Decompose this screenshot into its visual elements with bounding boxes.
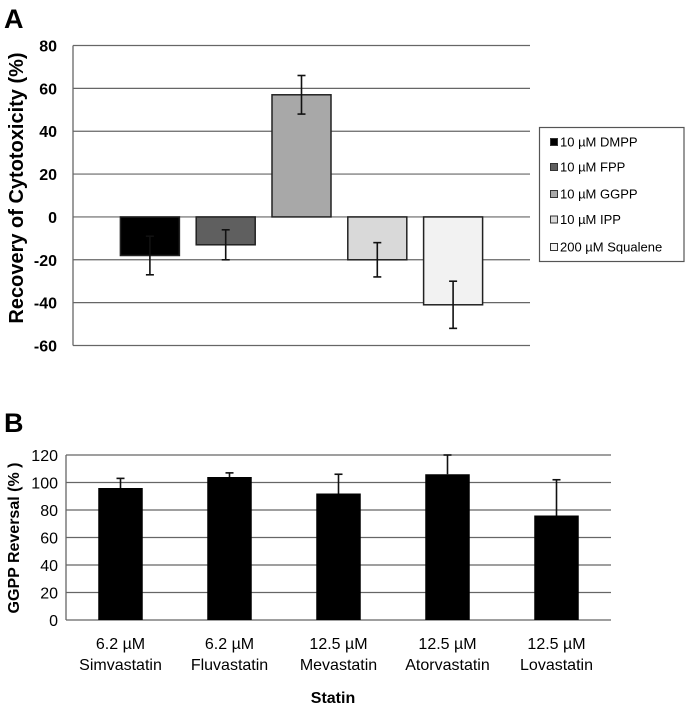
panel-b-letter: B: [4, 408, 24, 438]
y-tick-label: 40: [39, 124, 57, 141]
panel-b-y-axis-label: GGPP Reversal (% ): [6, 463, 23, 614]
panel-b-x-tick-labels: 6.2 µM Simvastatin 6.2 µM Fluvastatin 12.5 µ…: [79, 636, 593, 674]
x-tick-label-dose: 12.5 µM: [418, 636, 476, 653]
x-tick-label-dose: 6.2 µM: [205, 636, 254, 653]
y-tick-label: 20: [39, 167, 57, 184]
y-tick-label: 80: [40, 503, 58, 520]
panel-a-bars: [119, 94, 484, 306]
panel-b-bars: [98, 474, 579, 620]
x-tick-label-dose: 12.5 µM: [309, 636, 367, 653]
y-tick-label: 120: [31, 448, 58, 465]
legend-label: 10 µM IPP: [560, 212, 621, 227]
legend-label: 200 µM Squalene: [560, 240, 662, 255]
y-tick-label: 40: [40, 558, 58, 575]
bar-mevastatin: [316, 493, 361, 620]
panel-a-legend: 10 µM DMPP 10 µM FPP 10 µM GGPP 10 µM IPP 20…: [538, 126, 685, 263]
y-tick-label: -60: [34, 339, 57, 356]
y-tick-label: 20: [40, 586, 58, 603]
bar-simvastatin: [98, 488, 143, 620]
panel-a-letter: A: [4, 4, 24, 34]
x-tick-label-drug: Simvastatin: [79, 657, 162, 674]
legend-box: [538, 126, 685, 263]
y-tick-label: 80: [39, 39, 57, 56]
legend-swatch: [550, 215, 558, 224]
panel-b-x-axis-label: Statin: [311, 690, 355, 707]
panel-b-error-bars: [116, 454, 561, 516]
legend-swatch: [550, 243, 558, 251]
panel-a: A Recovery of Cytotoxicity (%) 806040200…: [4, 4, 685, 356]
panel-b-y-tick-labels: 120 100 80 60 40 20 0: [31, 448, 58, 630]
y-tick-label: -20: [34, 253, 57, 270]
bar-fluvastatin: [207, 477, 252, 620]
y-tick-label: 60: [40, 531, 58, 548]
panel-b: B GGPP Reversal (% ) 120 100 80 60 40 20 0 6.2…: [4, 408, 611, 707]
legend-label: 10 µM DMPP: [560, 135, 638, 150]
x-tick-label-drug: Fluvastatin: [191, 657, 268, 674]
panel-a-y-axis-label: Recovery of Cytotoxicity (%): [6, 52, 28, 323]
y-tick-label: 100: [31, 476, 58, 493]
legend-swatch: [550, 190, 558, 198]
panel-a-y-tick-labels: 80 60 40 20 0 -20 -40 -60: [34, 39, 57, 356]
legend-swatch: [550, 163, 558, 171]
x-tick-label-drug: Lovastatin: [520, 657, 593, 674]
x-tick-label-drug: Mevastatin: [300, 657, 377, 674]
x-tick-label-dose: 12.5 µM: [527, 636, 585, 653]
x-tick-label-drug: Atorvastatin: [405, 657, 489, 674]
x-tick-label-dose: 6.2 µM: [96, 636, 145, 653]
y-tick-label: 0: [48, 210, 57, 227]
y-tick-label: -40: [34, 296, 57, 313]
y-tick-label: 0: [49, 613, 58, 630]
legend-label: 10 µM GGPP: [560, 187, 638, 202]
legend-swatch: [550, 138, 558, 146]
panel-a-error-bars: [145, 74, 458, 330]
legend-label: 10 µM FPP: [560, 160, 625, 175]
bar-lovastatin: [534, 515, 579, 620]
bar-atorvastatin: [425, 474, 470, 620]
y-tick-label: 60: [39, 81, 57, 98]
